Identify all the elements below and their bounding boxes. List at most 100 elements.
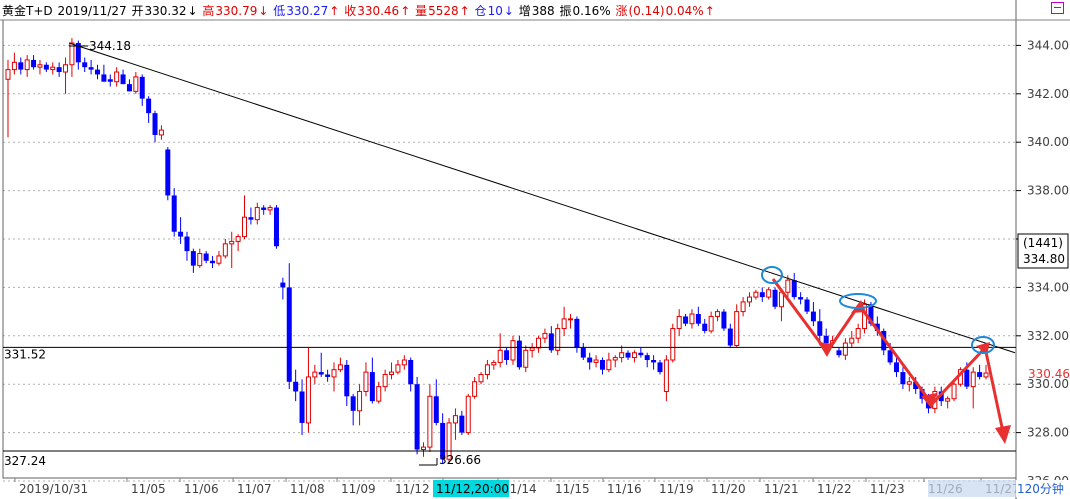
candle <box>31 55 37 70</box>
cursor-date-label: 11/12,20:00 <box>436 482 509 496</box>
candle-body <box>504 350 510 360</box>
candle-body <box>695 314 701 324</box>
candle <box>114 67 120 87</box>
candle-body <box>970 371 976 388</box>
candle-body <box>267 207 273 211</box>
position-label: 仓 <box>474 4 487 18</box>
candle <box>5 59 11 138</box>
candle <box>293 369 299 402</box>
candle <box>242 195 248 239</box>
candle <box>82 57 88 73</box>
candle <box>254 202 260 225</box>
candle <box>548 326 554 353</box>
candle-body <box>120 74 126 85</box>
change-value: (0.14) <box>628 4 665 18</box>
change-label: 涨 <box>615 4 628 18</box>
candle <box>337 357 343 373</box>
y-tick-label: 342.00 <box>1027 87 1069 101</box>
candle <box>376 381 382 404</box>
candle <box>184 231 190 261</box>
candle-body <box>817 321 823 336</box>
candle <box>759 287 765 302</box>
resistance-label: 331.52 <box>4 347 46 361</box>
candle <box>18 57 24 75</box>
candle <box>900 367 906 390</box>
candle-body <box>606 359 612 371</box>
arrowhead <box>818 342 834 357</box>
candle <box>625 350 631 360</box>
candle-body <box>216 255 222 264</box>
minimize-icon[interactable] <box>1051 2 1064 14</box>
candle-body <box>574 318 580 348</box>
candle-body <box>50 66 56 71</box>
cursor-value-box <box>1017 233 1069 269</box>
candle-body <box>331 369 337 378</box>
candle <box>382 369 388 392</box>
candle <box>849 330 855 348</box>
candle-body <box>146 98 152 114</box>
candle <box>235 234 241 252</box>
candle-body <box>273 207 279 247</box>
selection-shade <box>928 480 1016 497</box>
candle-body <box>88 67 94 70</box>
peak-circle <box>761 266 783 284</box>
candle <box>126 79 132 92</box>
candle-series <box>5 38 989 465</box>
low-label: 326.66 <box>439 453 481 467</box>
candle-body <box>874 323 880 331</box>
candle-body <box>855 328 861 339</box>
candle <box>478 372 484 385</box>
candle-body <box>804 299 810 312</box>
candle-body <box>184 236 190 252</box>
x-tick-label: 11/19 <box>659 482 694 496</box>
peak-circle <box>839 293 877 309</box>
candle-body <box>69 42 75 66</box>
candle-body <box>178 231 184 237</box>
candle-body <box>478 374 484 383</box>
candle <box>574 316 580 353</box>
candle <box>107 74 113 87</box>
candle-body <box>772 289 778 307</box>
peak-circle <box>971 336 995 354</box>
candle <box>619 345 625 363</box>
candle-body <box>286 287 292 382</box>
candle-body <box>389 371 395 376</box>
candle-body <box>190 251 196 266</box>
candle <box>906 376 912 392</box>
candle-body <box>305 376 311 424</box>
candle <box>740 297 746 317</box>
candle <box>261 205 267 215</box>
candle-body <box>638 352 644 356</box>
annotations: 331.52 327.24 344.18 326.66 <box>3 39 1016 468</box>
candle <box>491 360 497 370</box>
candle-body <box>472 381 478 397</box>
candle <box>657 360 663 375</box>
candle-body <box>708 315 714 332</box>
candle <box>631 350 637 363</box>
candle-body <box>427 395 433 448</box>
candle <box>305 347 311 433</box>
candle-body <box>357 390 363 412</box>
candle-body <box>491 361 497 366</box>
candle-body <box>171 195 177 232</box>
candle-body <box>24 59 30 71</box>
candle <box>587 352 593 370</box>
increase-value: 388 <box>531 4 555 18</box>
y-tick-label: 340.00 <box>1027 135 1069 149</box>
candle-body <box>529 347 535 351</box>
candle-body <box>977 372 983 377</box>
candle <box>708 311 714 334</box>
y-tick-label: 334.00 <box>1027 280 1069 294</box>
candle <box>970 367 976 409</box>
candle <box>510 335 516 365</box>
candle <box>817 309 823 346</box>
candle <box>440 413 446 465</box>
candle-body <box>919 389 925 399</box>
candle <box>785 275 791 298</box>
high-arrow: ↓ <box>258 4 269 18</box>
high-label: 344.18 <box>89 39 131 53</box>
candle-body <box>37 64 43 68</box>
symbol-name: 黄金T+D <box>2 4 53 18</box>
cursor-date-box <box>433 480 509 497</box>
